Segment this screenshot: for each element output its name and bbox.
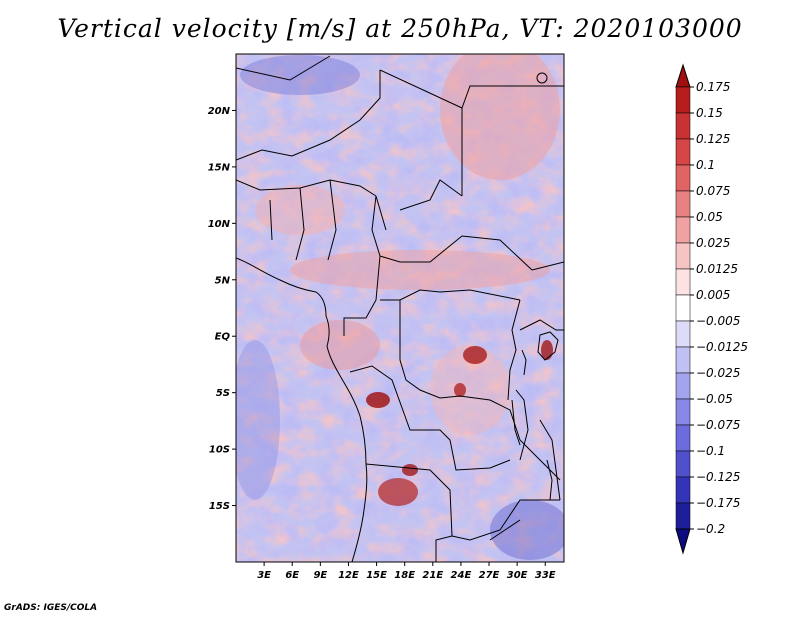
grads-credit: GrADS: IGES/COLA: [4, 603, 98, 613]
latitude-axis: 20N 15N 10N 5N EQ 5S 10S 15S: [208, 106, 236, 512]
lon-tick-label: 30E: [507, 570, 528, 581]
colorbar-label: −0.2: [696, 522, 725, 536]
colorbar-swatch: [675, 86, 691, 114]
colorbar-swatch: [675, 346, 691, 374]
colorbar-label: −0.075: [696, 418, 740, 432]
lat-tick-label: 5N: [215, 275, 231, 286]
plot-frame: [235, 53, 565, 563]
colorbar-label: 0.15: [696, 106, 723, 120]
lon-tick-label: 15E: [366, 570, 387, 581]
colorbar-label: −0.175: [696, 496, 740, 510]
lon-tick-label: 12E: [338, 570, 359, 581]
colorbar-label: 0.1: [696, 158, 715, 172]
colorbar-label: 0.075: [696, 184, 730, 198]
lat-tick-label: 10S: [209, 445, 230, 456]
colorbar-swatch: [675, 242, 691, 270]
colorbar-swatch: [675, 424, 691, 452]
colorbar-swatch: [675, 216, 691, 244]
colorbar-label: 0.0125: [696, 262, 738, 276]
lon-tick-label: 33E: [535, 570, 556, 581]
colorbar-swatch: [675, 268, 691, 296]
colorbar: 0.175 0.15 0.125 0.1 0.075 0.05 0.025 0.0125 0.0…: [675, 63, 748, 555]
lon-tick-label: 18E: [394, 570, 415, 581]
colorbar-label: 0.125: [696, 132, 730, 146]
colorbar-label: −0.025: [696, 366, 740, 380]
colorbar-max-arrow: [675, 63, 691, 88]
colorbar-swatch: [675, 372, 691, 400]
lakes: [511, 72, 559, 501]
colorbar-swatch: [675, 450, 691, 478]
colorbar-swatch: [675, 294, 691, 322]
lat-tick-label: 15S: [209, 501, 230, 512]
colorbar-swatch: [675, 190, 691, 218]
lat-tick-label: 15N: [208, 162, 231, 173]
lat-tick-label: 20N: [208, 106, 231, 117]
colorbar-label: 0.05: [696, 210, 723, 224]
lon-tick-label: 9E: [313, 570, 327, 581]
lon-tick-label: 24E: [451, 570, 472, 581]
colorbar-label: −0.0125: [696, 340, 748, 354]
colorbar-label: −0.005: [696, 314, 740, 328]
colorbar-label: −0.05: [696, 392, 733, 406]
colorbar-min-arrow: [675, 528, 691, 555]
lon-tick-label: 3E: [257, 570, 271, 581]
country-boundaries: [236, 55, 564, 562]
colorbar-swatch: [675, 320, 691, 348]
colorbar-swatch: [675, 476, 691, 504]
lon-tick-label: 27E: [479, 570, 500, 581]
colorbar-swatch: [675, 398, 691, 426]
colorbar-label: 0.175: [696, 80, 730, 94]
colorbar-label: −0.125: [696, 470, 740, 484]
map-title: Vertical velocity [m/s] at 250hPa, VT: 2…: [57, 14, 743, 43]
colorbar-swatch: [675, 164, 691, 192]
colorbar-label: 0.005: [696, 288, 730, 302]
lat-tick-label: EQ: [215, 332, 231, 343]
colorbar-label: −0.1: [696, 444, 725, 458]
colorbar-swatch: [675, 112, 691, 140]
colorbar-label: 0.025: [696, 236, 730, 250]
colorbar-swatch: [675, 502, 691, 530]
longitude-axis: 3E 6E 9E 12E 15E 18E 21E 24E 27E 30E 33E: [257, 562, 556, 581]
lat-tick-label: 5S: [216, 388, 230, 399]
lon-tick-label: 6E: [285, 570, 299, 581]
lon-tick-label: 21E: [422, 570, 443, 581]
lat-tick-label: 10N: [208, 219, 231, 230]
colorbar-swatch: [675, 138, 691, 166]
